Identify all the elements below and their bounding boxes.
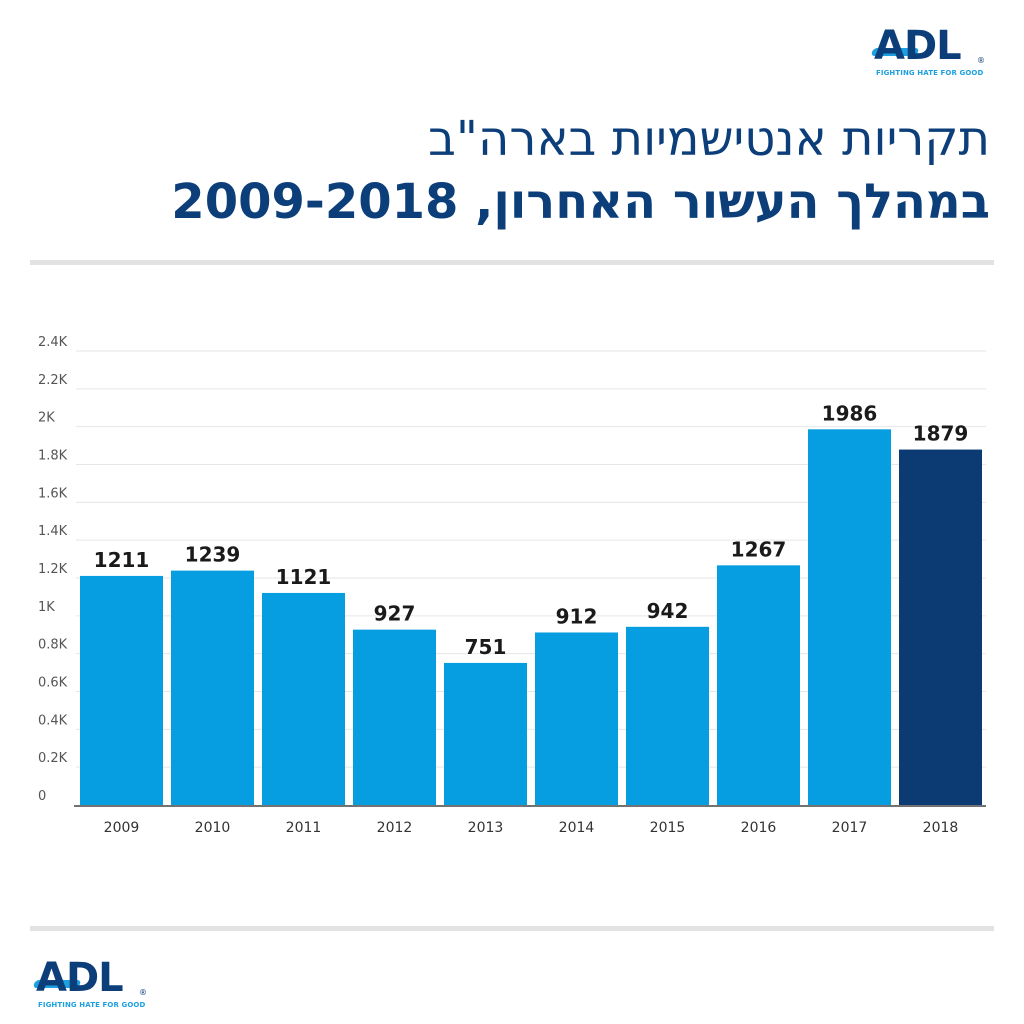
logo-text: ADL [36,955,124,1001]
y-tick-label: 2K [38,411,55,426]
bar-2015 [626,626,709,805]
bar-2013 [444,662,527,805]
y-tick-label: 0.2K [38,751,68,766]
x-tick-label-2016: 2016 [741,820,777,836]
bar-2017 [808,429,891,805]
data-label-2011: 1121 [276,565,332,589]
bar-2014 [535,632,618,805]
y-tick-label: 1.4K [38,524,68,539]
logo-tagline: FIGHTING HATE FOR GOOD [38,1001,146,1009]
y-tick-label: 1.6K [38,486,68,501]
bar-2018 [899,449,982,805]
data-label-2018: 1879 [913,422,969,446]
chart-title-line2: במהלך העשור האחרון, 2009-2018 [171,174,990,230]
data-label-2014: 912 [556,604,598,628]
data-labels: 1211 1239 1121 927 751 912 942 1267 1986 1879 [94,401,969,659]
x-tick-label-2012: 2012 [377,820,413,836]
data-label-2012: 927 [374,602,416,626]
x-axis-ticks: 2009 2010 2011 2012 2013 2014 2015 2016 2017 2018 [104,820,959,836]
bars [80,429,982,805]
y-axis-ticks: 0 0.2K 0.4K 0.6K 0.8K 1K 1.2K 1.4K 1.6K 1.8K 2K 2.2… [38,335,68,804]
chart-title: תקריות אנטישמיות בארה"ב במהלך העשור האחר… [171,108,990,234]
bottom-divider [30,926,994,931]
y-tick-label: 0 [38,789,46,804]
logo-registered-mark: ® [139,988,147,997]
top-divider [30,260,994,265]
y-tick-label: 1K [38,600,55,615]
data-label-2013: 751 [465,635,507,659]
x-tick-label-2014: 2014 [559,820,595,836]
logo-text: ADL [874,23,962,69]
data-label-2016: 1267 [731,537,787,561]
y-tick-label: 2.2K [38,373,68,388]
x-tick-label-2018: 2018 [923,820,959,836]
x-tick-label-2011: 2011 [286,820,322,836]
x-tick-label-2010: 2010 [195,820,231,836]
chart-title-line1: תקריות אנטישמיות בארה"ב [428,111,990,167]
x-tick-label-2017: 2017 [832,820,868,836]
y-tick-label: 1.8K [38,449,68,464]
adl-logo-bottom: ADL ® FIGHTING HATE FOR GOOD [32,955,148,1014]
bar-2016 [717,565,800,805]
adl-logo-top: ADL ® FIGHTING HATE FOR GOOD [870,23,986,82]
data-label-2015: 942 [647,599,689,623]
data-label-2009: 1211 [94,548,150,572]
bar-2009 [80,575,163,805]
y-tick-label: 0.4K [38,713,68,728]
x-tick-label-2013: 2013 [468,820,504,836]
y-tick-label: 1.2K [38,562,68,577]
x-tick-label-2009: 2009 [104,820,140,836]
y-tick-label: 2.4K [38,335,68,350]
bar-2010 [171,570,254,805]
data-label-2017: 1986 [822,401,878,425]
y-tick-label: 0.8K [38,638,68,653]
logo-tagline: FIGHTING HATE FOR GOOD [876,69,984,77]
x-tick-label-2015: 2015 [650,820,686,836]
y-tick-label: 0.6K [38,676,68,691]
logo-registered-mark: ® [977,56,985,65]
bar-2012 [353,629,436,805]
bar-2011 [262,592,345,805]
data-label-2010: 1239 [185,543,241,567]
